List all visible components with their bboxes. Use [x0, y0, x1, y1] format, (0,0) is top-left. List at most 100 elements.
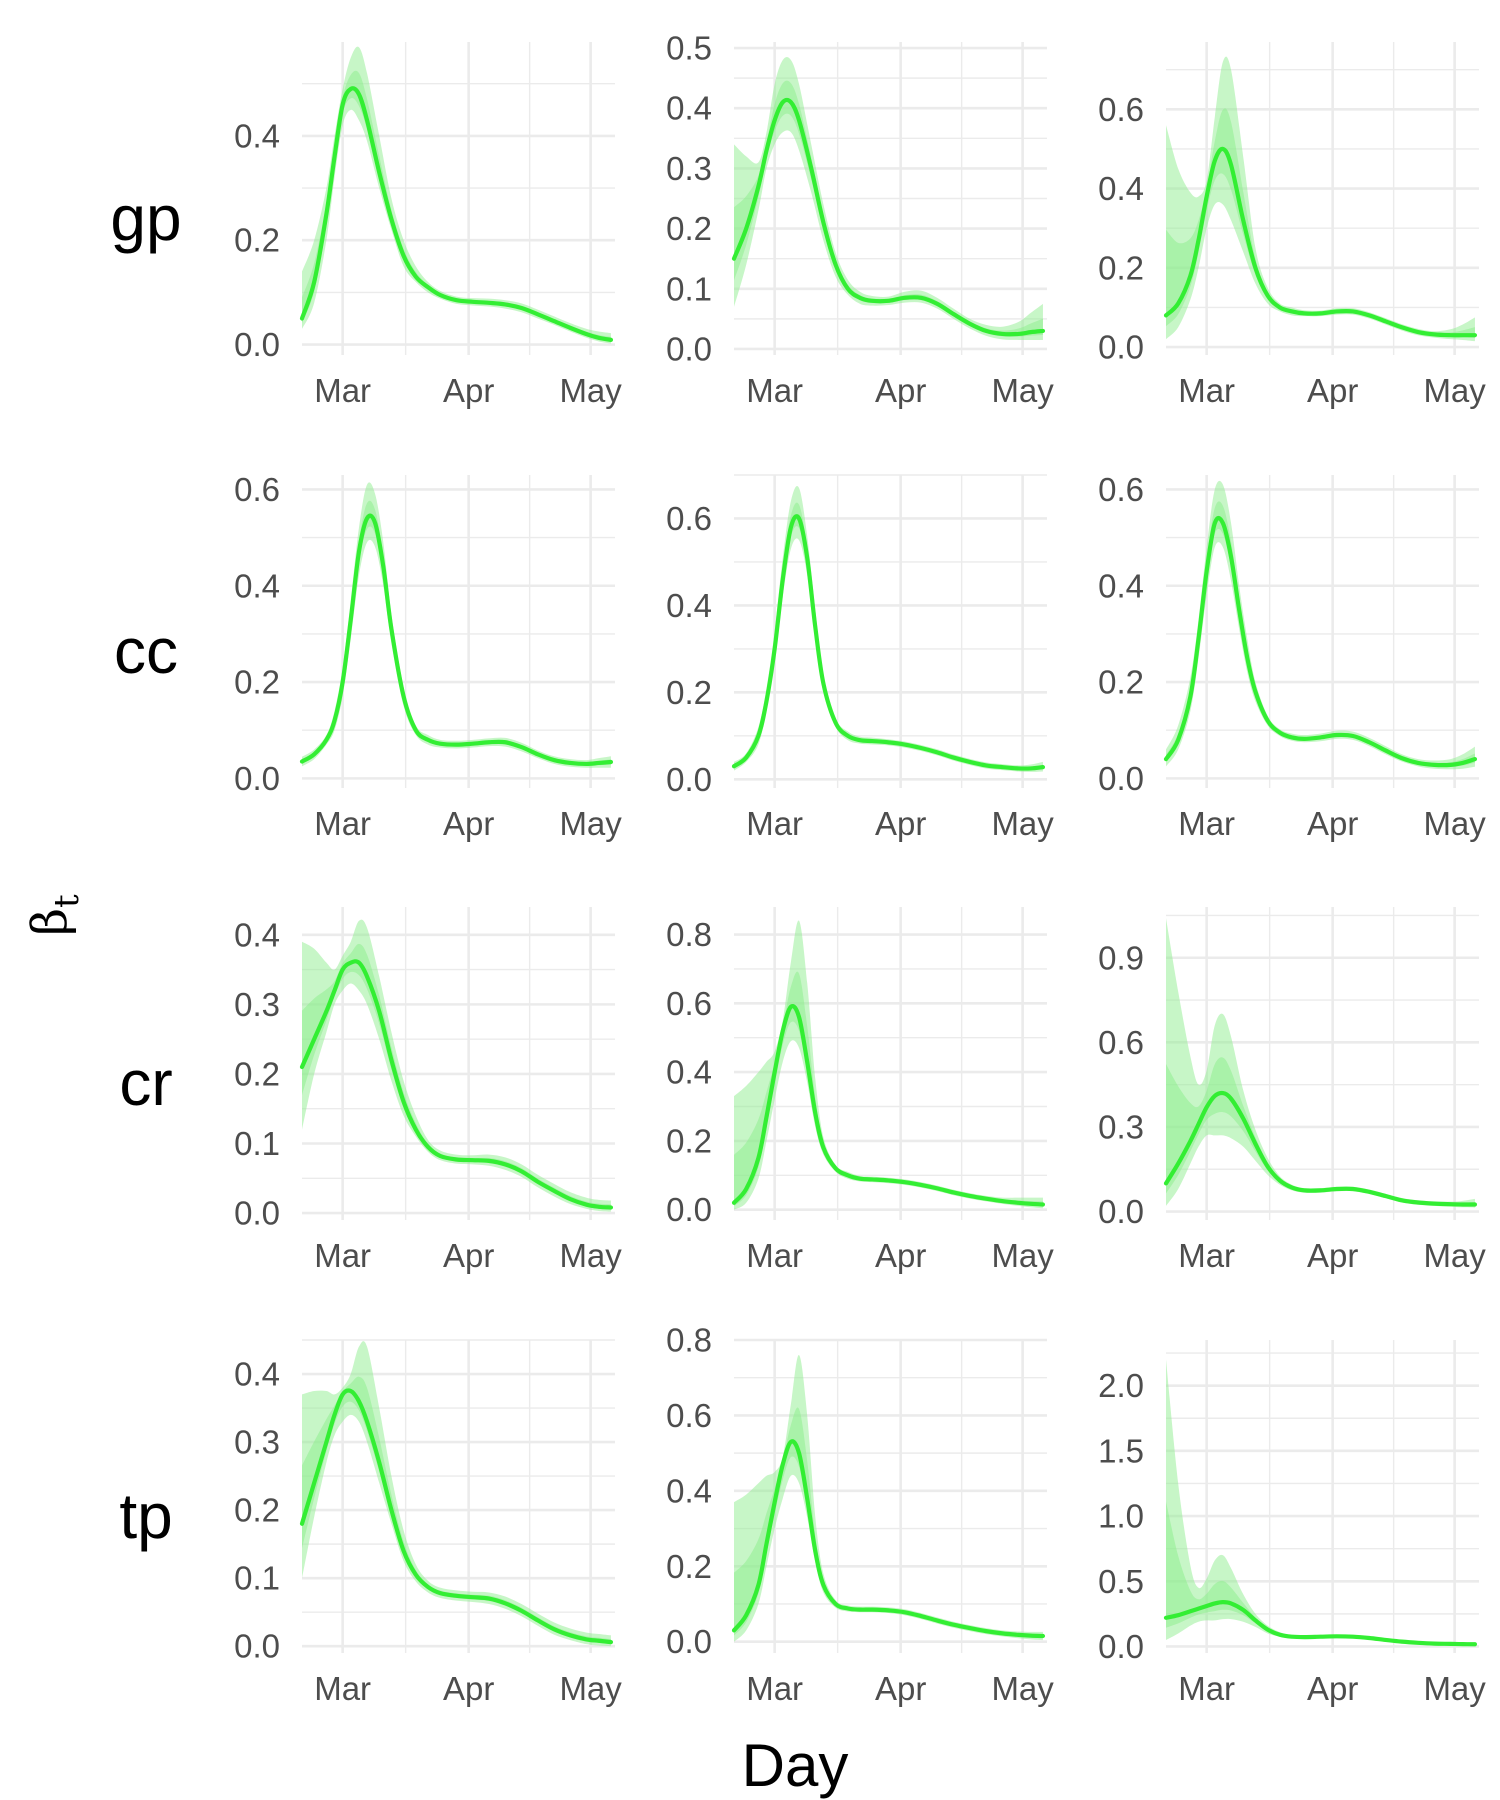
x-tick-label: Mar: [314, 805, 371, 842]
row-label-tp: tp: [119, 1480, 172, 1552]
panel-cc-2: 0.0 0.2 0.4 0.6 Mar Apr May: [666, 474, 1054, 842]
x-tick-label: Mar: [1178, 372, 1235, 409]
panel-cc-3: 0.0 0.2 0.4 0.6 Mar Apr May: [1098, 471, 1486, 842]
estimate-line: [299, 1388, 614, 1645]
estimate-line: [731, 1004, 1046, 1207]
gridlines: [734, 474, 1047, 788]
y-tick-label: 0.4: [666, 587, 712, 624]
estimate-line: [731, 1439, 1046, 1639]
row-label-gp: gp: [110, 182, 181, 254]
y-tick-label: 1.0: [1098, 1498, 1144, 1535]
credible-band-outer: [302, 1341, 611, 1647]
y-tick-label: 0.4: [666, 90, 712, 127]
gridlines: [302, 907, 615, 1220]
y-tick-label: 0.3: [234, 986, 280, 1023]
x-tick-label: Apr: [875, 805, 926, 842]
y-tick-label: 0.4: [666, 1472, 712, 1509]
credible-band-outer: [734, 1355, 1043, 1642]
panel-cr-1: 0.0 0.1 0.2 0.3 0.4 Mar Apr May: [234, 907, 622, 1274]
y-tick-label: 0.2: [1098, 664, 1144, 701]
y-tick-label: 0.8: [666, 1322, 712, 1359]
y-axis-label: βt: [22, 894, 87, 936]
y-tick-label: 0.6: [666, 1397, 712, 1434]
y-tick-label: 0.0: [666, 761, 712, 798]
x-tick-label: Mar: [314, 1670, 371, 1707]
estimate-line: [1163, 1600, 1478, 1647]
y-tick-label: 0.6: [234, 471, 280, 508]
x-tick-label: Mar: [314, 1237, 371, 1274]
y-tick-label: 0.2: [666, 674, 712, 711]
panel-tp-2: 0.0 0.2 0.4 0.6 0.8 Mar Apr May: [666, 1322, 1054, 1708]
y-tick-label: 0.2: [234, 1492, 280, 1529]
estimate-line: [299, 513, 614, 767]
y-tick-label: 0.0: [1098, 760, 1144, 797]
x-tick-label: Mar: [1178, 1670, 1235, 1707]
y-tick-label: 0.0: [234, 1628, 280, 1665]
y-tick-label: 0.4: [234, 117, 280, 154]
y-tick-label: 0.2: [234, 664, 280, 701]
y-axis-label-symbol: β: [22, 908, 78, 936]
x-tick-label: Apr: [1307, 805, 1358, 842]
x-tick-label: Apr: [443, 1237, 494, 1274]
credible-band-inner: [734, 971, 1043, 1207]
x-tick-label: May: [1423, 1670, 1486, 1707]
row-labels: gp cc cr tp: [110, 182, 181, 1552]
estimate-line: [731, 514, 1046, 771]
y-tick-label: 0.0: [666, 1623, 712, 1660]
credible-band-inner: [734, 502, 1043, 771]
x-tick-label: Apr: [875, 1237, 926, 1274]
y-tick-label: 0.1: [234, 1125, 280, 1162]
y-tick-label: 0.0: [1098, 1628, 1144, 1665]
x-tick-label: May: [559, 1237, 622, 1274]
x-tick-label: Mar: [314, 372, 371, 409]
x-tick-label: Mar: [746, 1670, 803, 1707]
panel-cc-1: 0.0 0.2 0.4 0.6 Mar Apr May: [234, 471, 622, 842]
x-tick-label: May: [991, 1237, 1054, 1274]
panel-tp-3: 0.0 0.5 1.0 1.5 2.0 Mar Apr May: [1098, 1340, 1486, 1707]
y-tick-label: 0.2: [1098, 249, 1144, 286]
x-tick-label: Mar: [746, 372, 803, 409]
y-tick-label: 0.2: [666, 210, 712, 247]
y-tick-label: 0.1: [666, 270, 712, 307]
y-tick-label: 0.0: [666, 330, 712, 367]
y-tick-label: 0.4: [1098, 567, 1144, 604]
x-tick-label: May: [1423, 1237, 1486, 1274]
x-tick-label: Mar: [746, 805, 803, 842]
x-tick-label: Mar: [1178, 1237, 1235, 1274]
y-tick-label: 0.3: [666, 150, 712, 187]
x-tick-label: Apr: [875, 1670, 926, 1707]
y-tick-label: 0.0: [234, 760, 280, 797]
y-tick-label: 0.4: [234, 567, 280, 604]
estimate-line: [1163, 146, 1478, 338]
gridlines: [734, 907, 1047, 1220]
x-tick-label: Apr: [1307, 1237, 1358, 1274]
y-tick-label: 0.0: [234, 326, 280, 363]
y-tick-label: 0.2: [666, 1548, 712, 1585]
y-tick-label: 0.4: [234, 1356, 280, 1393]
y-tick-label: 0.6: [1098, 1024, 1144, 1061]
x-tick-label: May: [1423, 372, 1486, 409]
svg-text:βt: βt: [22, 894, 87, 936]
credible-band-inner: [302, 1376, 611, 1644]
y-tick-label: 0.2: [234, 222, 280, 259]
panel-gp-3: 0.0 0.2 0.4 0.6 Mar Apr May: [1098, 42, 1486, 409]
x-tick-label: May: [991, 1670, 1054, 1707]
gridlines: [1166, 1340, 1479, 1653]
y-tick-label: 0.4: [234, 916, 280, 953]
panel-cr-2: 0.0 0.2 0.4 0.6 0.8 Mar Apr May: [666, 907, 1054, 1274]
x-tick-label: Apr: [443, 805, 494, 842]
credible-band-outer: [1166, 1359, 1475, 1646]
y-tick-label: 0.3: [234, 1424, 280, 1461]
y-tick-label: 0.6: [1098, 471, 1144, 508]
credible-band-outer: [734, 486, 1043, 772]
x-tick-label: Mar: [1178, 805, 1235, 842]
estimate-line: [299, 86, 614, 342]
y-axis-label-subscript: t: [47, 894, 87, 908]
y-tick-label: 0.0: [1098, 1193, 1144, 1230]
gridlines: [734, 1338, 1047, 1653]
estimate-line: [1163, 1090, 1478, 1207]
row-label-cr: cr: [119, 1047, 172, 1119]
x-tick-label: Apr: [1307, 372, 1358, 409]
y-tick-label: 2.0: [1098, 1367, 1144, 1404]
x-tick-label: May: [991, 805, 1054, 842]
